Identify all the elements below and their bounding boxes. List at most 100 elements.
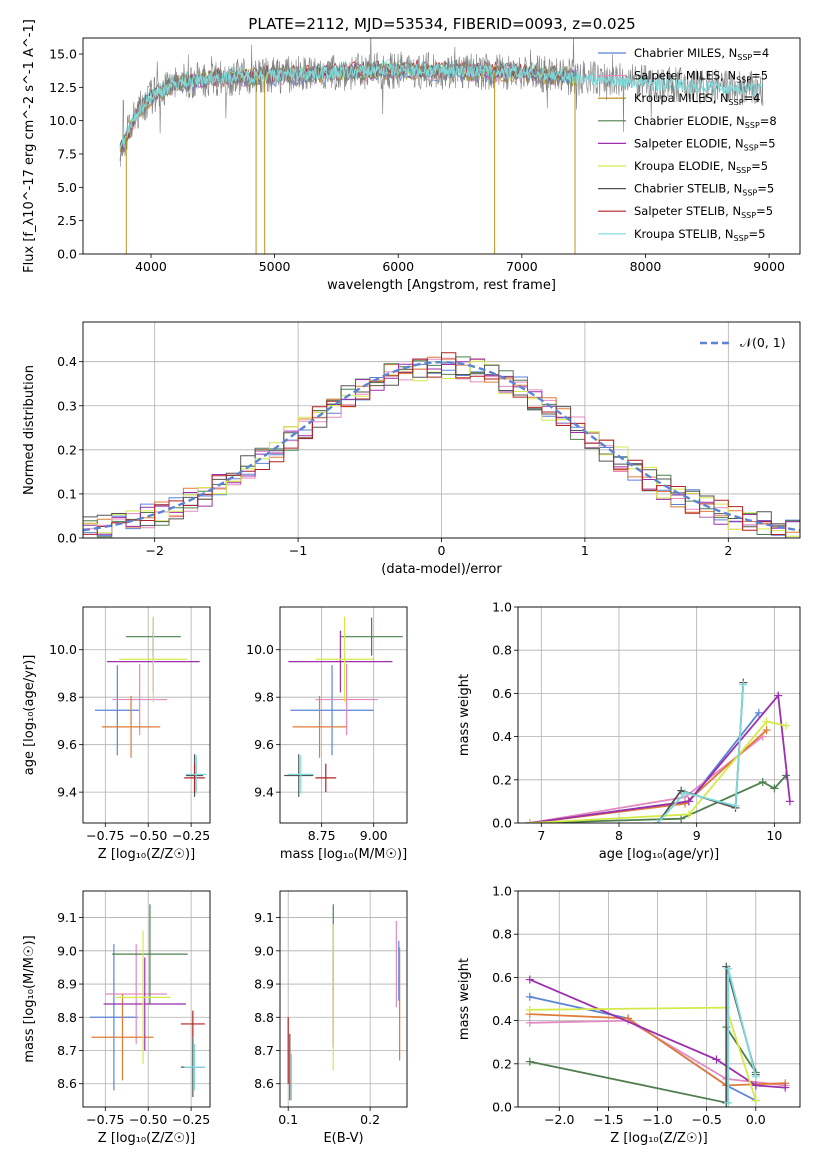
axes-frame xyxy=(82,890,211,1108)
x-axis-label: Z [log₁₀(Z/Z☉)] xyxy=(98,1131,195,1146)
chart-spectrum: Chabrier MILES, NSSP=4 Salpeter MILES, NS… xyxy=(22,19,801,293)
y-tick-label: 8.9 xyxy=(254,977,274,992)
y-tick-label: 8.7 xyxy=(57,1043,77,1058)
y-axis-label: mass [log₁₀(M/M☉)] xyxy=(22,935,37,1062)
x-tick-label: 5000 xyxy=(259,259,291,274)
x-tick-label: −0.75 xyxy=(86,1112,124,1127)
x-tick-label: 9 xyxy=(693,828,701,843)
plot-area xyxy=(83,352,800,538)
legend-label: Salpeter ELODIE, NSSP=5 xyxy=(634,136,776,152)
y-tick-label: 9.4 xyxy=(254,785,274,800)
x-tick-label: −0.25 xyxy=(172,828,210,843)
y-tick-label: 0.1 xyxy=(57,486,77,501)
y-tick-label: 8.7 xyxy=(254,1043,274,1058)
y-axis-label: Normed distribution xyxy=(22,365,37,495)
y-tick-label: 12.5 xyxy=(49,80,77,95)
axes-frame xyxy=(82,37,801,255)
y-tick-label: 10.0 xyxy=(49,113,77,128)
y-tick-label: 8.8 xyxy=(57,1010,77,1025)
x-tick-label: 9000 xyxy=(753,259,785,274)
plot-area xyxy=(95,616,207,797)
plot-area xyxy=(119,38,764,254)
legend-label: Salpeter STELIB, NSSP=5 xyxy=(634,204,773,220)
y-tick-label: 8.8 xyxy=(254,1010,274,1025)
x-tick-label: 8000 xyxy=(630,259,662,274)
x-tick-label: −1.0 xyxy=(642,1112,672,1127)
kroupa-stelib-spectrum-line xyxy=(119,62,763,149)
y-axis-label: mass weight xyxy=(457,958,472,1040)
axes-frame xyxy=(279,606,408,824)
y-tick-label: 9.8 xyxy=(254,690,274,705)
y-tick-label: 1.0 xyxy=(492,600,512,615)
y-tick-label: 0.6 xyxy=(492,970,512,985)
x-tick-label: −0.50 xyxy=(129,828,167,843)
x-tick-label: 0.2 xyxy=(360,1112,380,1127)
x-tick-label: 2 xyxy=(724,543,732,558)
x-tick-label: −0.25 xyxy=(172,1112,210,1127)
legend-label: Salpeter MILES, NSSP=5 xyxy=(634,69,768,85)
x-tick-label: −0.75 xyxy=(86,828,124,843)
y-tick-label: 9.6 xyxy=(254,737,274,752)
y-tick-label: 10.0 xyxy=(246,642,274,657)
legend: Chabrier MILES, NSSP=4 Salpeter MILES, NS… xyxy=(598,46,777,243)
y-tick-label: 0.8 xyxy=(492,927,512,942)
y-axis-label: mass weight xyxy=(457,674,472,756)
x-axis-label: age [log₁₀(age/yr)] xyxy=(599,847,720,862)
y-tick-label: 0.0 xyxy=(57,247,77,262)
y-tick-label: 8.6 xyxy=(57,1076,77,1091)
y-tick-label: 0.0 xyxy=(492,1100,512,1115)
x-tick-label: −0.5 xyxy=(691,1112,721,1127)
y-tick-label: 1.0 xyxy=(492,884,512,899)
y-tick-label: 10.0 xyxy=(49,642,77,657)
gaussian-reference-curve xyxy=(83,360,800,532)
chart-residuals: 𝒩(0, 1) −2 −1 0 1 2 0.0 0.1 0.2 0.3 0.4 (data-model… xyxy=(22,321,801,577)
x-tick-label: 7000 xyxy=(506,259,538,274)
plot-area xyxy=(287,904,401,1101)
y-tick-label: 9.6 xyxy=(57,737,77,752)
x-axis-label: (data-model)/error xyxy=(381,562,502,577)
x-axis-label: E(B-V) xyxy=(323,1131,363,1146)
y-tick-label: 0.2 xyxy=(492,1056,512,1071)
plot-area xyxy=(284,616,403,797)
legend-label: Kroupa ELODIE, NSSP=5 xyxy=(634,159,768,175)
figure-title: PLATE=2112, MJD=53534, FIBERID=0093, z=0… xyxy=(248,15,635,33)
y-tick-label: 0.3 xyxy=(57,398,77,413)
y-tick-label: 0.2 xyxy=(492,772,512,787)
x-tick-label: 0.0 xyxy=(746,1112,766,1127)
x-axis-label: Z [log₁₀(Z/Z☉)] xyxy=(98,847,195,862)
y-tick-label: 9.4 xyxy=(57,785,77,800)
mass-weight-line xyxy=(529,1024,757,1104)
x-tick-label: 0.1 xyxy=(278,1112,298,1127)
legend-label: Kroupa STELIB, NSSP=5 xyxy=(634,227,765,243)
x-axis-label: Z [log₁₀(Z/Z☉)] xyxy=(610,1131,707,1146)
y-tick-label: 5.0 xyxy=(57,180,77,195)
x-tick-label: 6000 xyxy=(382,259,414,274)
axes-frame xyxy=(279,890,408,1108)
legend-label: Kroupa MILES, NSSP=4 xyxy=(634,91,760,107)
y-tick-label: 0.4 xyxy=(492,729,512,744)
x-tick-label: −2 xyxy=(145,543,163,558)
legend-label: Chabrier MILES, NSSP=4 xyxy=(634,46,769,62)
y-tick-label: 0.0 xyxy=(57,531,77,546)
y-tick-label: 0.0 xyxy=(492,816,512,831)
y-tick-label: 9.1 xyxy=(254,910,274,925)
x-tick-label: −1.5 xyxy=(593,1112,623,1127)
plot-area xyxy=(525,962,790,1107)
mass-weight-line xyxy=(529,729,768,823)
x-tick-label: 1 xyxy=(581,543,589,558)
legend-label: Chabrier STELIB, NSSP=5 xyxy=(634,182,774,198)
mass-weight-line xyxy=(529,720,787,823)
mass-weight-line xyxy=(657,684,745,823)
x-tick-label: 8.75 xyxy=(308,828,336,843)
x-tick-label: 0 xyxy=(438,543,446,558)
x-tick-label: 8 xyxy=(615,828,623,843)
chart-weight-vs-age: 7 8 9 10 0.0 0.2 0.4 0.6 0.8 1.0 age [log₁₀(age/yr… xyxy=(457,600,801,862)
y-tick-label: 0.4 xyxy=(492,1013,512,1028)
x-tick-label: 7 xyxy=(537,828,545,843)
chart-weight-vs-Z: −2.0 −1.5 −1.0 −0.5 0.0 0.0 0.2 0.4 0.6 0.8 1.0 Z [… xyxy=(457,884,801,1146)
residual-histogram-step xyxy=(83,352,800,538)
y-tick-label: 15.0 xyxy=(49,47,77,62)
x-tick-label: −1 xyxy=(289,543,307,558)
y-tick-label: 9.0 xyxy=(57,943,77,958)
